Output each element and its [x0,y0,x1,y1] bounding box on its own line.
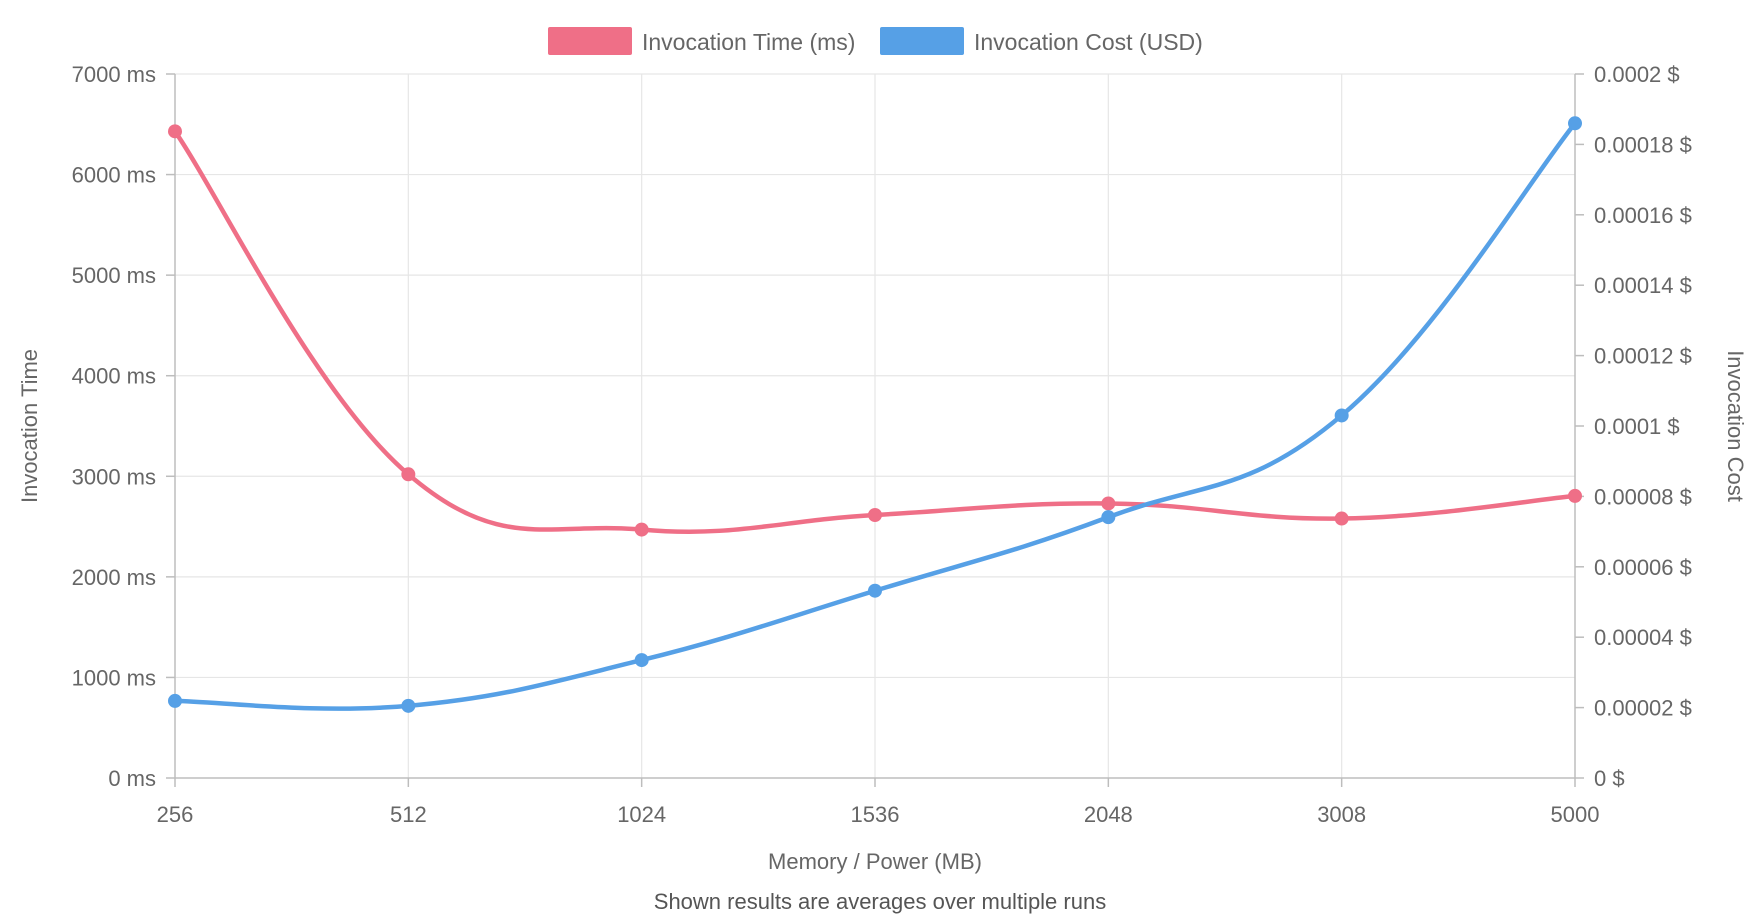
x-tick-label: 3008 [1317,802,1366,827]
legend-item-invocation-cost[interactable]: Invocation Cost (USD) [880,27,1203,55]
y-left-tick-label: 4000 ms [72,364,156,389]
x-tick-label: 5000 [1551,802,1600,827]
x-tick-label: 1536 [851,802,900,827]
legend-label-invocation-time: Invocation Time (ms) [642,29,855,55]
data-point-invocation-cost[interactable] [1334,408,1349,423]
y-left-tick-label: 3000 ms [72,464,156,489]
legend-swatch-invocation-time [548,27,632,55]
data-point-invocation-time[interactable] [1334,511,1349,526]
legend-item-invocation-time[interactable]: Invocation Time (ms) [548,27,855,55]
y-left-tick-label: 0 ms [108,766,156,791]
y-right-tick-label: 0.00014 $ [1594,273,1692,298]
data-point-invocation-cost[interactable] [868,583,882,598]
data-point-invocation-cost[interactable] [1568,116,1582,131]
data-point-invocation-time[interactable] [168,124,182,139]
legend-swatch-invocation-cost [880,27,964,55]
grid-lines [175,73,1575,778]
legend-label-invocation-cost: Invocation Cost (USD) [974,29,1203,55]
x-tick-label: 2048 [1084,802,1133,827]
x-tick-label: 512 [390,802,427,827]
data-point-invocation-cost[interactable] [1101,510,1116,525]
data-point-invocation-cost[interactable] [168,693,182,708]
y-right-tick-label: 0.0001 $ [1594,414,1680,439]
data-point-invocation-time[interactable] [1568,488,1582,503]
x-axis-title: Memory / Power (MB) [768,849,982,874]
data-point-invocation-cost[interactable] [401,698,416,713]
data-point-invocation-time[interactable] [634,522,649,537]
y-axis-left-title: Invocation Time [17,349,42,503]
y-left-tick-label: 2000 ms [72,565,156,590]
y-axis-left-ticks: 0 ms 1000 ms 2000 ms 3000 ms 4000 ms 5000 ms 6… [72,62,175,791]
y-left-tick-label: 6000 ms [72,163,156,188]
data-point-invocation-time[interactable] [1101,496,1116,511]
y-left-tick-label: 1000 ms [72,665,156,690]
y-right-tick-label: 0.00008 $ [1594,484,1692,509]
x-tick-label: 256 [157,802,194,827]
y-right-tick-label: 0.0002 $ [1594,62,1680,87]
y-right-tick-label: 0.00018 $ [1594,132,1692,157]
y-right-tick-label: 0.00004 $ [1594,625,1692,650]
footnote: Shown results are averages over multiple… [654,889,1106,914]
y-left-tick-label: 7000 ms [72,62,156,87]
y-right-tick-label: 0 $ [1594,766,1625,791]
data-point-invocation-cost[interactable] [634,653,649,668]
y-right-tick-label: 0.00002 $ [1594,696,1692,721]
data-point-invocation-time[interactable] [868,508,882,523]
y-right-tick-label: 0.00016 $ [1594,203,1692,228]
x-tick-label: 1024 [617,802,666,827]
y-axis-right-title: Invocation Cost [1723,350,1748,502]
y-right-tick-label: 0.00006 $ [1594,555,1692,580]
legend: Invocation Time (ms) Invocation Cost (US… [548,27,1203,55]
y-right-tick-label: 0.00012 $ [1594,344,1692,369]
y-left-tick-label: 5000 ms [72,263,156,288]
x-axis-ticks: 256 512 1024 1536 2048 3008 5000 [157,778,1600,827]
data-point-invocation-time[interactable] [401,467,416,482]
y-axis-right-ticks: 0 $ 0.00002 $ 0.00004 $ 0.00006 $ 0.00008 $ 0… [1575,62,1692,791]
series [168,116,1582,713]
